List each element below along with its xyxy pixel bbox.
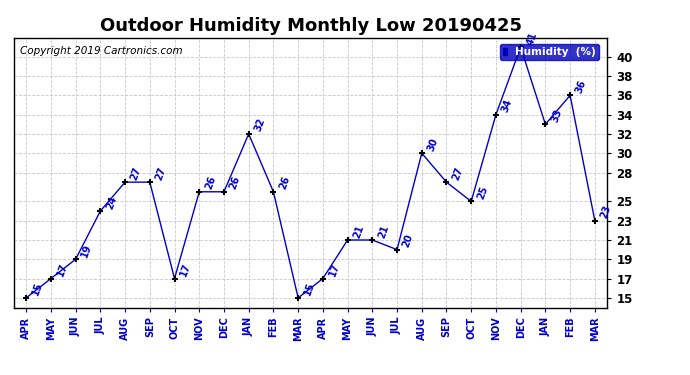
Text: 27: 27 <box>129 165 144 182</box>
Text: 20: 20 <box>401 233 415 249</box>
Text: 34: 34 <box>500 98 514 114</box>
Text: 19: 19 <box>80 242 94 258</box>
Text: 41: 41 <box>525 30 539 46</box>
Text: 24: 24 <box>104 194 119 210</box>
Text: 21: 21 <box>352 223 366 239</box>
Text: 26: 26 <box>228 175 242 191</box>
Text: Copyright 2019 Cartronics.com: Copyright 2019 Cartronics.com <box>20 46 182 56</box>
Text: 27: 27 <box>154 165 168 182</box>
Text: 15: 15 <box>302 281 316 297</box>
Text: 33: 33 <box>549 107 564 123</box>
Text: 15: 15 <box>30 281 44 297</box>
Text: 17: 17 <box>327 262 341 278</box>
Text: 17: 17 <box>55 262 69 278</box>
Text: 25: 25 <box>475 184 489 201</box>
Text: 27: 27 <box>451 165 464 182</box>
Text: 26: 26 <box>277 175 292 191</box>
Title: Outdoor Humidity Monthly Low 20190425: Outdoor Humidity Monthly Low 20190425 <box>99 16 522 34</box>
Text: 32: 32 <box>253 117 267 133</box>
Text: 17: 17 <box>179 262 193 278</box>
Text: 26: 26 <box>204 175 217 191</box>
Text: 21: 21 <box>377 223 391 239</box>
Text: 23: 23 <box>599 204 613 220</box>
Text: 36: 36 <box>574 78 589 94</box>
Legend: Humidity  (%): Humidity (%) <box>500 44 599 60</box>
Text: 30: 30 <box>426 136 440 152</box>
